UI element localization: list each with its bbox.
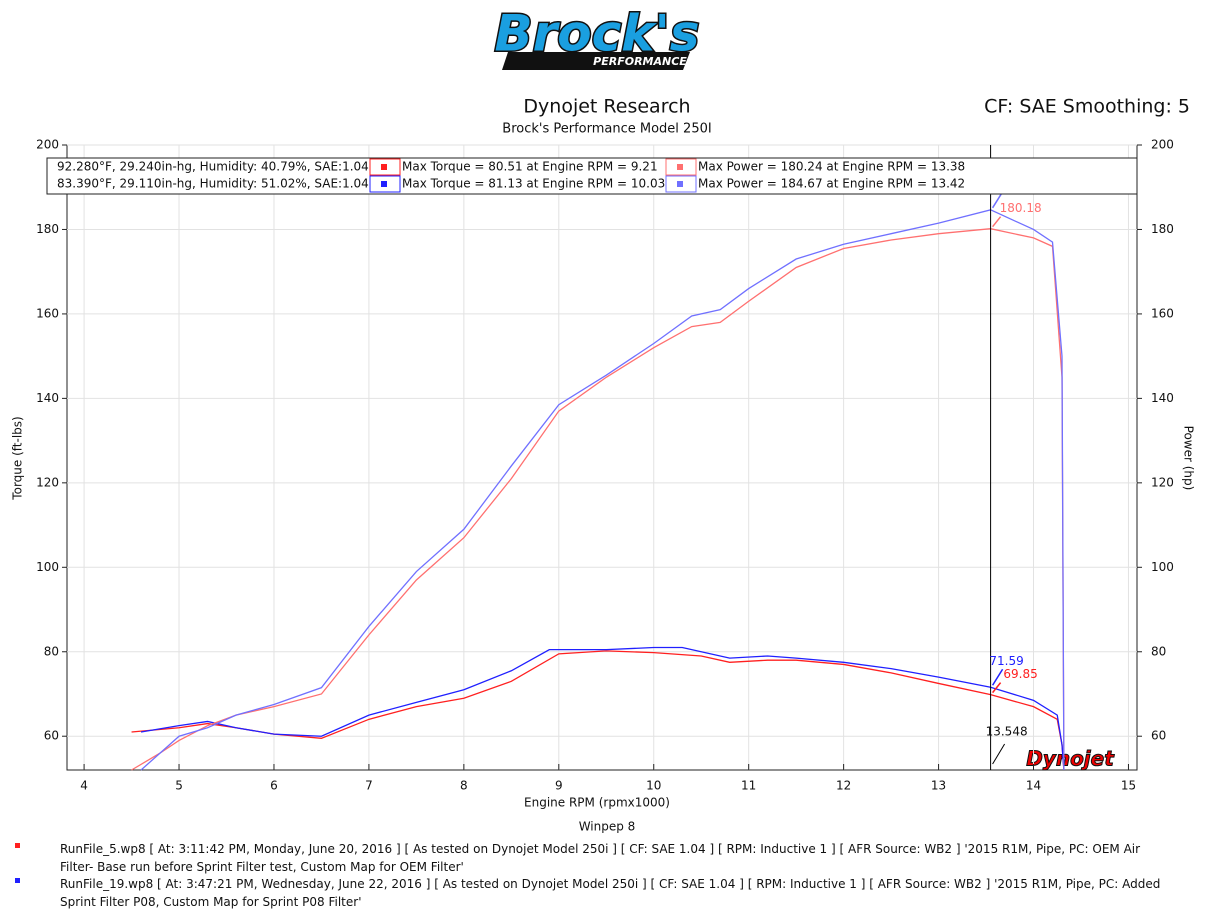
series-line: [131, 650, 1065, 771]
x-tick-label: 10: [646, 779, 661, 793]
legend-conditions: 83.390°F, 29.110in-hg, Humidity: 51.02%,…: [57, 177, 369, 191]
footer: Winpep 8: [579, 820, 636, 834]
y-tick-label: 80: [44, 644, 59, 658]
plot-frame: [66, 144, 1138, 771]
legend-power: Max Power = 184.67 at Engine RPM = 13.42: [698, 177, 965, 191]
logo: Brock's PERFORMANCE: [493, 3, 701, 70]
legend-swatch: [677, 164, 683, 170]
x-tick-label: 5: [175, 779, 183, 793]
legend-swatch: [381, 181, 387, 187]
x-tick-label: 4: [80, 779, 88, 793]
chart-title: Dynojet Research: [523, 96, 690, 118]
y2-tick-label: 60: [1151, 729, 1166, 743]
x-tick-label: 6: [270, 779, 278, 793]
legend-torque: Max Torque = 80.51 at Engine RPM = 9.21: [402, 160, 658, 174]
cursor-label: 13.548: [986, 725, 1028, 739]
annotation-label: 71.59: [989, 654, 1023, 668]
y-tick-label: 100: [36, 560, 59, 574]
y2-tick-label: 120: [1151, 475, 1174, 489]
annotation-arrow: [992, 682, 1002, 694]
watermark: Dynojet: [1026, 747, 1115, 771]
cursor-arrow: [992, 743, 1006, 765]
x-tick-label: 11: [741, 779, 756, 793]
run-note: RunFile_19.wp8 [ At: 3:47:21 PM, Wednesd…: [60, 877, 1161, 909]
series-line: [131, 228, 1065, 771]
logo-subtitle: PERFORMANCE: [593, 55, 687, 68]
y-axis-label: Torque (ft-lbs): [11, 416, 25, 500]
y-tick-label: 120: [36, 475, 59, 489]
y2-tick-label: 200: [1151, 138, 1174, 152]
x-tick-label: 15: [1121, 779, 1136, 793]
legend-frame: [46, 157, 1138, 195]
x-axis-label: Engine RPM (rpmx1000): [524, 796, 670, 810]
y-tick-label: 60: [44, 729, 59, 743]
chart-subtitle: Brock's Performance Model 250I: [502, 122, 711, 137]
annotation-arrow: [991, 668, 1004, 686]
chart: Brock's PERFORMANCE Dynojet Research Bro…: [11, 3, 1196, 834]
annotation-arrow: [992, 216, 1002, 228]
y2-axis-label: Power (hp): [1182, 426, 1196, 491]
annotation-label: 180.18: [1000, 201, 1042, 215]
series-line: [140, 646, 1065, 771]
x-tick-label: 12: [836, 779, 851, 793]
y2-tick-label: 180: [1151, 222, 1174, 236]
y-tick-label: 200: [36, 138, 59, 152]
x-tick-label: 7: [365, 779, 373, 793]
settings-label: CF: SAE Smoothing: 5: [984, 96, 1190, 118]
x-tick-label: 8: [460, 779, 468, 793]
logo-band: [502, 52, 690, 70]
y-tick-label: 180: [36, 222, 59, 236]
logo-title: Brock's: [494, 5, 699, 63]
y2-tick-label: 140: [1151, 391, 1174, 405]
x-tick-label: 13: [931, 779, 946, 793]
note-marker: [15, 878, 20, 883]
run-note: RunFile_5.wp8 [ At: 3:11:42 PM, Monday, …: [60, 842, 1141, 874]
legend-power: Max Power = 180.24 at Engine RPM = 13.38: [698, 160, 965, 174]
y-tick-label: 140: [36, 391, 59, 405]
y2-tick-label: 100: [1151, 560, 1174, 574]
legend-swatch: [381, 164, 387, 170]
legend-conditions: 92.280°F, 29.240in-hg, Humidity: 40.79%,…: [57, 160, 369, 174]
y-tick-label: 160: [36, 306, 59, 320]
note-marker: [15, 843, 20, 848]
series-line: [140, 209, 1065, 771]
annotation-label: 69.85: [1003, 667, 1037, 681]
x-tick-label: 9: [555, 779, 563, 793]
legend-swatch: [677, 181, 683, 187]
y2-tick-label: 80: [1151, 644, 1166, 658]
legend: 92.280°F, 29.240in-hg, Humidity: 40.79%,…: [46, 157, 1138, 195]
legend-torque: Max Torque = 81.13 at Engine RPM = 10.03: [402, 177, 665, 191]
x-tick-label: 14: [1026, 779, 1041, 793]
y2-tick-label: 160: [1151, 306, 1174, 320]
